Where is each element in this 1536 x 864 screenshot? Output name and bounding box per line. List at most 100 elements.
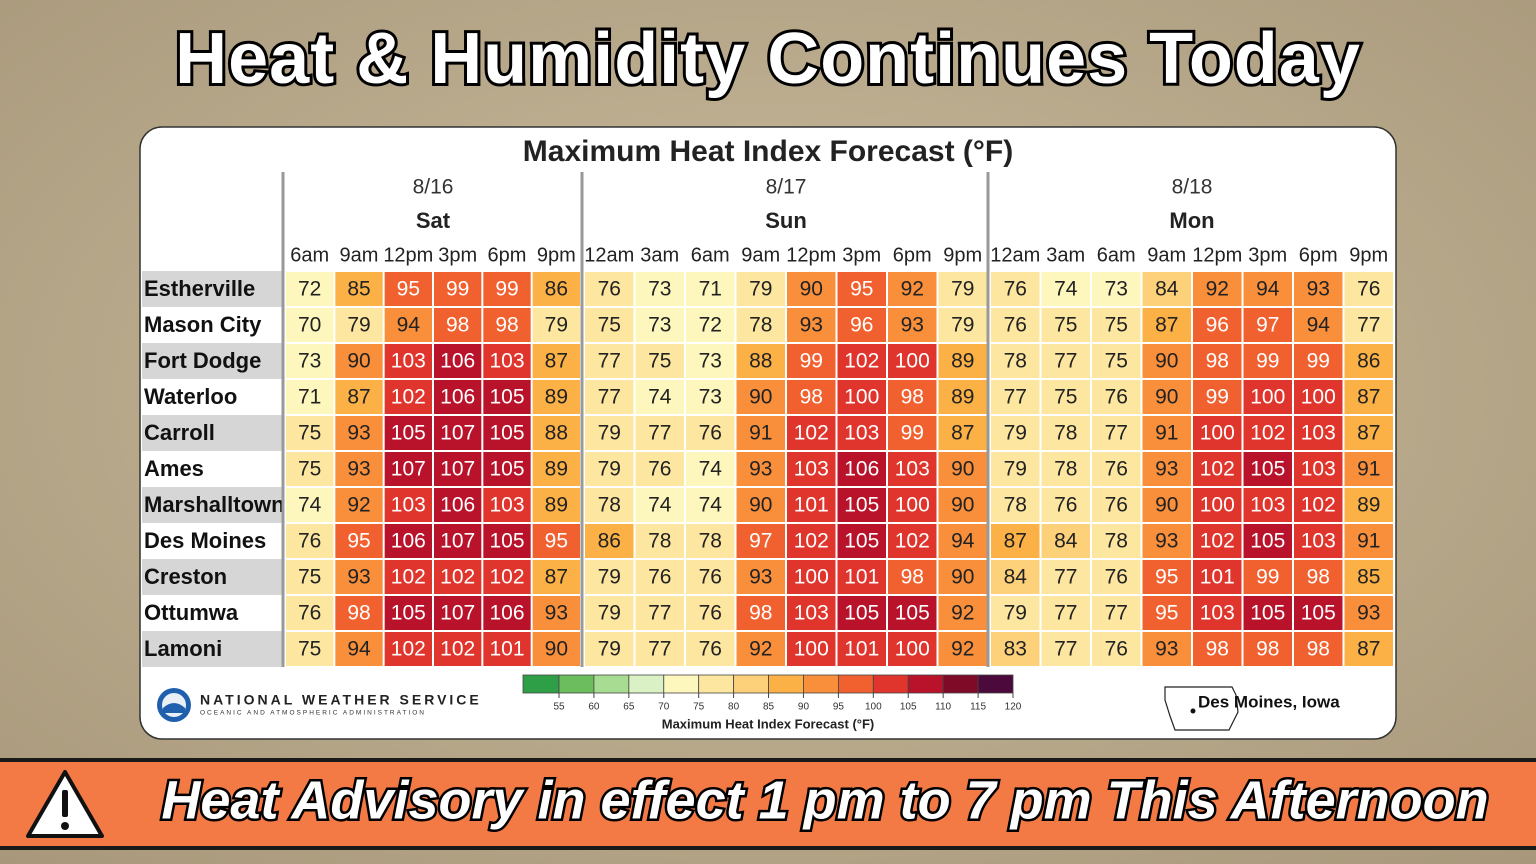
- heat-value: 105: [844, 530, 879, 553]
- heat-cell: [991, 272, 1040, 306]
- heat-cell: [483, 488, 531, 522]
- heat-value: 79: [1004, 458, 1027, 481]
- heat-cell: [483, 560, 531, 594]
- heat-value: 100: [1250, 386, 1285, 409]
- heat-cell: [1294, 524, 1343, 558]
- heat-value: 92: [749, 638, 772, 661]
- time: 6am: [1097, 244, 1136, 266]
- heat-cell: [787, 308, 836, 342]
- heat-value: 76: [648, 458, 671, 481]
- city: Lamoni: [144, 636, 222, 661]
- heat-value: 90: [749, 494, 772, 517]
- heat-cell: [532, 344, 580, 378]
- heat-cell: [837, 488, 886, 522]
- heat-cell: [335, 632, 383, 666]
- heat-cell: [938, 272, 987, 306]
- colorbar-segment: [977, 674, 1014, 694]
- heat-value: 73: [699, 350, 722, 373]
- heat-value: 98: [1307, 566, 1330, 589]
- heat-cell: [888, 596, 937, 630]
- heat-cell: [888, 560, 937, 594]
- heat-value: 98: [1206, 350, 1229, 373]
- heat-value: 88: [545, 422, 568, 445]
- heat-cell: [938, 308, 987, 342]
- heat-value: 76: [298, 530, 321, 553]
- heat-value: 75: [648, 350, 671, 373]
- city-band: [142, 631, 282, 667]
- heat-cell: [837, 452, 886, 486]
- heat-value: 98: [800, 386, 823, 409]
- heat-value: 106: [440, 386, 475, 409]
- heat-value: 102: [1250, 422, 1285, 445]
- heat-value: 98: [901, 386, 924, 409]
- heat-cell: [635, 452, 684, 486]
- heat-value: 77: [1054, 350, 1077, 373]
- heat-cell: [585, 272, 634, 306]
- heat-value: 99: [1256, 566, 1279, 589]
- heat-value: 75: [598, 314, 621, 337]
- heat-cell: [1092, 416, 1141, 450]
- colorbar-segment: [522, 674, 560, 694]
- heat-value: 75: [1054, 386, 1077, 409]
- heat-cell: [686, 272, 735, 306]
- heat-value: 103: [1301, 530, 1336, 553]
- heat-value: 73: [648, 278, 671, 301]
- heat-value: 76: [1004, 314, 1027, 337]
- heat-cell: [1243, 308, 1292, 342]
- heat-value: 73: [1105, 278, 1128, 301]
- heat-cell: [384, 596, 432, 630]
- heat-value: 99: [446, 278, 469, 301]
- time: 9pm: [1349, 244, 1388, 266]
- heat-value: 99: [901, 422, 924, 445]
- heat-value: 92: [901, 278, 924, 301]
- heat-cell: [585, 560, 634, 594]
- heat-cell: [1092, 560, 1141, 594]
- warning-dot: [61, 822, 69, 830]
- heat-value: 100: [1200, 422, 1235, 445]
- city: Carroll: [144, 420, 215, 445]
- heat-value: 98: [446, 314, 469, 337]
- heat-cell: [335, 452, 383, 486]
- heat-cell: [1041, 524, 1090, 558]
- heat-value: 79: [598, 566, 621, 589]
- heat-cell: [483, 380, 531, 414]
- heat-cell: [384, 308, 432, 342]
- heat-value: 102: [794, 422, 829, 445]
- heat-cell: [736, 560, 785, 594]
- heat-value: 93: [749, 566, 772, 589]
- heat-value: 95: [347, 530, 370, 553]
- heat-value: 76: [699, 422, 722, 445]
- city: Mason City: [144, 312, 262, 337]
- heat-cell: [434, 560, 482, 594]
- heat-value: 86: [1357, 350, 1380, 373]
- heat-cell: [1092, 524, 1141, 558]
- heat-value: 103: [391, 494, 426, 517]
- heat-cell: [837, 632, 886, 666]
- heat-value: 78: [598, 494, 621, 517]
- heat-cell: [837, 272, 886, 306]
- heat-cell: [1243, 596, 1292, 630]
- heat-value: 84: [1054, 530, 1078, 553]
- heat-value: 105: [1301, 602, 1336, 625]
- heat-cell: [1092, 380, 1141, 414]
- heat-cell: [991, 560, 1040, 594]
- heat-value: 93: [749, 458, 772, 481]
- heat-cell: [434, 452, 482, 486]
- heat-value: 93: [901, 314, 924, 337]
- heat-value: 105: [844, 602, 879, 625]
- heat-value: 77: [1054, 566, 1077, 589]
- heat-value: 83: [1004, 638, 1027, 661]
- heat-value: 99: [800, 350, 823, 373]
- city: Estherville: [144, 276, 255, 301]
- heat-value: 74: [648, 494, 672, 517]
- heat-cell: [1193, 380, 1242, 414]
- agency: NATIONAL WEATHER SERVICE: [200, 692, 482, 708]
- heat-cell: [585, 452, 634, 486]
- heat-value: 87: [545, 566, 568, 589]
- time: 9pm: [943, 244, 982, 266]
- heat-value: 85: [1357, 566, 1380, 589]
- heat-cell: [1142, 416, 1191, 450]
- heat-value: 89: [545, 494, 568, 517]
- heat-cell: [585, 416, 634, 450]
- heat-value: 76: [298, 602, 321, 625]
